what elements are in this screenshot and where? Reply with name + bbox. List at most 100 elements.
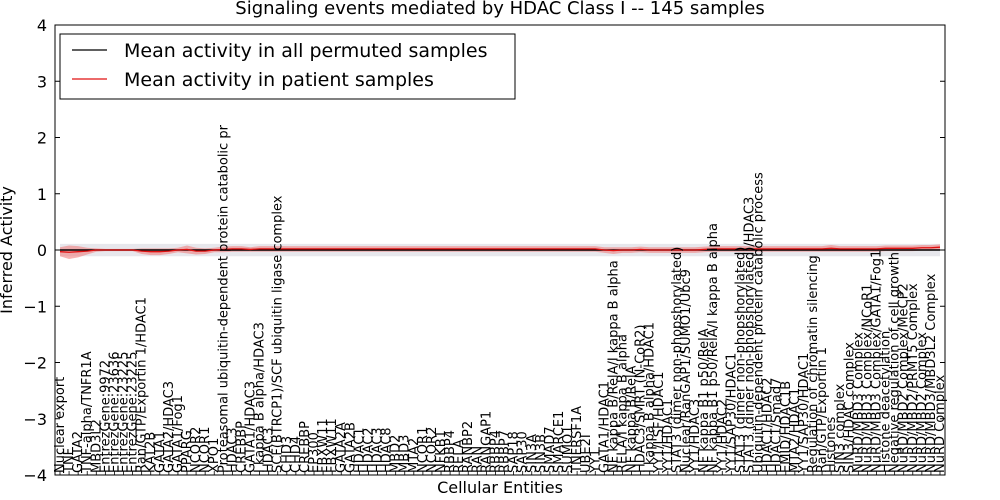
category-label: EP300 <box>307 432 322 473</box>
x-axis-label: Cellular Entities <box>437 478 563 497</box>
legend-box <box>59 33 516 100</box>
category-label: EMID/HDAC1B <box>779 381 794 473</box>
category-label: RBBP4 <box>488 430 503 473</box>
category-label: GATA1/HDAC1 <box>597 381 612 473</box>
category-label: CREBBP <box>298 421 313 473</box>
category-label: GATA1/Fog1 <box>171 395 186 473</box>
category-label: HDAC8 <box>380 427 395 473</box>
category-label: NuRD/MBD2 Complex <box>915 332 930 473</box>
chart-title: Signaling events mediated by HDAC Class … <box>235 0 764 19</box>
category-label: Ubiquitin-dependent protein catabolic pr… <box>752 172 767 473</box>
category-label: NF kappa B/RelA <box>625 365 640 473</box>
category-label: STAT3 (dimer non-phopshorylated) <box>670 247 685 473</box>
category-label: NF kappa B1 p50/RelA/I kappa B alpha <box>706 223 721 473</box>
category-label: YY1/SAP30/HDAC1 <box>797 353 812 474</box>
category-label: GATA1 <box>153 431 168 473</box>
category-label: SMAD7 <box>543 426 558 473</box>
category-label: RBBP7 <box>498 430 513 473</box>
category-label: FBXW11 <box>316 418 331 473</box>
category-label: GATA2B <box>343 422 358 473</box>
legend-label-permuted: Mean activity in all permuted samples <box>124 40 487 62</box>
category-label: MBD2 <box>389 435 404 473</box>
category-label: Nuclear export <box>53 377 68 473</box>
category-label: SAP30 <box>516 431 531 473</box>
category-label: YY1/LSF/HDAC1 <box>652 372 667 474</box>
category-label: HDAC2 <box>361 427 376 473</box>
category-label: I kappa B alpha/HDAC1 <box>643 322 658 473</box>
category-label: NF kappa B1 p50/RelA <box>697 328 712 473</box>
series-line-patient <box>59 246 941 253</box>
category-label: CHD4 <box>289 436 304 473</box>
category-label: XPO1 <box>207 438 222 473</box>
category-label: NCOR1 <box>198 427 213 473</box>
category-label: Nuclear/RanGAP1/SUMO1/Ubc9 <box>679 269 694 473</box>
category-label: NuRD/MBD3/MBD3L2 Complex <box>924 273 939 473</box>
category-label: Regulation of chromatin silencing <box>806 255 821 473</box>
category-label: YY1/HDAC1 <box>661 399 676 474</box>
y-tick-label: −3 <box>23 410 47 429</box>
category-label: SIN3/HDAC complex <box>842 342 857 473</box>
category-label: NFKB1 <box>434 430 449 473</box>
category-label: CHD3 <box>280 436 295 473</box>
category-label: SUMO1 <box>561 426 576 474</box>
category-label: FBXW11 <box>325 418 340 473</box>
category-label: SAP18 <box>507 431 522 473</box>
category-label: HDAC1/Smad7 <box>770 378 785 473</box>
category-label: SIN3A <box>525 434 540 473</box>
category-label: NuRD/MBD3 Complex/NCoR1 <box>860 284 875 473</box>
category-label: NuRD/MBD2/PRMT5 Complex <box>906 283 921 473</box>
category-label: RANGAP1 <box>479 411 494 473</box>
category-label: RELA <box>452 439 467 473</box>
category-label: Proteasomal ubiquitin-dependent protein … <box>216 124 231 473</box>
legend-label-patient: Mean activity in patient samples <box>124 69 434 91</box>
category-label: RAN <box>470 446 485 473</box>
category-label: SIN3 complex <box>833 383 848 473</box>
y-tick-label: −1 <box>23 297 47 316</box>
category-label: RBBP4 <box>443 430 458 473</box>
category-label: RELA/I kappa B alpha <box>615 334 630 473</box>
category-label: GATA2/HDAC3 <box>162 381 177 473</box>
category-label: Ran/GTP/Exportin 1 <box>815 347 830 473</box>
category-label: MTA2 <box>407 438 422 473</box>
category-label: SMARCE1 <box>552 411 567 473</box>
y-tick-label: 0 <box>37 241 47 260</box>
y-tick-label: 2 <box>37 129 47 148</box>
category-label: EntrezGene:23636 <box>107 352 122 473</box>
category-label: NCOR2 <box>425 427 440 473</box>
category-label: UBE2I <box>579 434 594 473</box>
category-label: GATA2A <box>334 422 349 473</box>
category-label: Histones <box>824 417 839 473</box>
category-label: NCOR1 <box>416 427 431 473</box>
category-label: STAT3 (dimer non-phopshorylated)/HDAC3 <box>742 197 757 473</box>
category-label: NCOR2 <box>189 427 204 473</box>
category-label: TNF-alpha/TNFR1A <box>80 351 95 474</box>
category-label: HDAC3 <box>371 427 386 473</box>
patient-band <box>60 244 940 259</box>
y-axis: −4 −3 −2 −1 0 1 2 3 4 <box>23 16 945 485</box>
category-label: HDAC3 <box>262 427 277 473</box>
category-label: YY1 <box>588 449 603 474</box>
legend: Mean activity in all permuted samples Me… <box>59 33 516 100</box>
y-axis-label: Inferred Activity <box>0 186 16 314</box>
category-label: NuRD/MBD3 Complex <box>851 332 866 473</box>
x-axis-categories: Nuclear exportTNFGATA2TNF-alpha/TNFR1AMB… <box>53 124 948 475</box>
category-label: EntrezGene:9972 <box>98 360 113 473</box>
y-tick-label: −2 <box>23 354 47 373</box>
category-label: KAT2B <box>144 432 159 473</box>
category-label: SIN3B <box>534 434 549 473</box>
category-label: EntrezGene:23225 <box>126 352 141 473</box>
category-label: RANBP2 <box>461 421 476 473</box>
category-label: GATA2 <box>71 431 86 473</box>
category-label: YY1/SAP30/HDAC1 <box>724 353 739 474</box>
category-label: YY1/HDAC3 <box>688 399 703 474</box>
category-label: PPARG <box>180 430 195 473</box>
y-tick-label: 4 <box>37 16 47 35</box>
category-label: NF kappa B/RelA/I kappa B alpha <box>606 260 621 473</box>
category-label: I kappa B alpha/HDAC3 <box>253 322 268 473</box>
y-tick-label: −4 <box>23 466 47 485</box>
category-label: Histone deacetylation <box>879 331 894 473</box>
category-label: HDAC1/HDAC2 <box>761 377 776 473</box>
y-tick-label: 1 <box>37 185 47 204</box>
plot-area <box>54 24 946 476</box>
